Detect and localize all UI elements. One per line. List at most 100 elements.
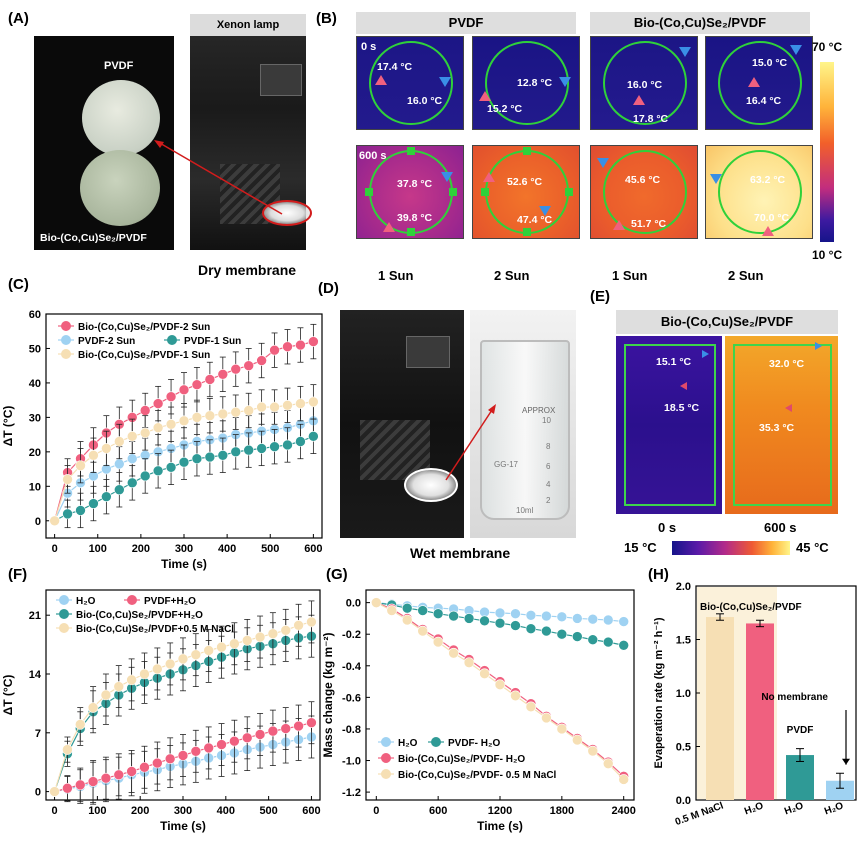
bar	[706, 617, 734, 800]
e-marker-0s-a	[702, 350, 709, 358]
data-point	[243, 405, 254, 416]
data-point	[203, 645, 214, 656]
chart-g: 0 600 1200 1800 2400 0.0 -0.2 -0.4 -0.6 -0.8 -1.0 -…	[321, 589, 636, 833]
data-point	[126, 674, 137, 686]
legend-label: Bio-(Co,Cu)Se₂/PVDF-1 Sun	[78, 350, 210, 361]
temp-reading: 45.6 °C	[625, 174, 661, 186]
data-point	[165, 391, 177, 403]
x-tick-label: 0	[373, 805, 379, 817]
data-point	[306, 616, 317, 628]
data-point	[556, 723, 568, 735]
membrane-photo: PVDF Bio-(Co,Cu)Se₂/PVDF	[34, 36, 174, 250]
data-point	[165, 418, 177, 430]
panel-label-a: (A)	[8, 10, 29, 27]
data-point	[572, 734, 583, 746]
chart-f: 0 100 200 300 400 500 600 0 7 14 21 Time (s) ΔT (°C)…	[1, 589, 321, 833]
data-point	[178, 384, 190, 396]
panel-label-b: (B)	[316, 10, 337, 27]
e-temp-0s-a: 15.1 °C	[656, 356, 692, 368]
data-point	[217, 449, 229, 461]
data-point	[204, 410, 216, 421]
data-point	[126, 453, 138, 465]
data-point	[165, 462, 177, 473]
data-point	[241, 732, 253, 744]
data-point	[88, 498, 99, 509]
e-box-0s	[624, 344, 716, 506]
temp-reading: 52.6 °C	[507, 176, 543, 188]
data-point	[243, 444, 254, 456]
legend-marker	[59, 595, 69, 605]
data-point	[282, 400, 293, 411]
panel-label-e: (E)	[590, 288, 610, 305]
beaker-mark-6: 6	[546, 462, 551, 471]
data-point	[494, 617, 506, 629]
max-temp-marker	[613, 220, 625, 230]
max-temp-marker	[483, 172, 495, 182]
data-point	[241, 635, 253, 646]
y-tick-label: 60	[29, 309, 41, 321]
temp-reading: 16.0 °C	[407, 95, 443, 107]
data-point	[139, 427, 151, 439]
data-point	[256, 443, 267, 454]
x-tick-label: 500	[261, 543, 279, 555]
data-point	[295, 339, 306, 351]
data-point	[152, 663, 163, 675]
data-point	[371, 597, 382, 608]
y-tick-label: 0	[35, 516, 41, 528]
data-point	[230, 446, 242, 458]
temp-reading: 16.0 °C	[627, 79, 663, 91]
min-temp-marker	[597, 158, 609, 168]
max-temp-marker	[383, 222, 395, 232]
data-point	[308, 396, 319, 408]
x-tick-label: 1800	[550, 805, 574, 817]
beaker-mark-10ml: 10ml	[516, 506, 534, 515]
legend-marker	[167, 335, 177, 345]
data-point	[177, 750, 189, 761]
data-point	[216, 739, 227, 750]
e-marker-600s-b	[785, 404, 792, 412]
col-label-2: 2 Sun	[494, 268, 530, 283]
thermal-tile-2: 12.8 °C 15.2 °C	[472, 36, 580, 130]
y-tick-label: -0.4	[342, 661, 362, 673]
ring-handle	[523, 228, 531, 236]
y-tick-label: 10	[29, 481, 41, 493]
x-tick-label: 600	[304, 543, 322, 555]
temp-reading: 70.0 °C	[754, 212, 790, 224]
data-point	[618, 639, 629, 651]
data-point	[479, 668, 490, 679]
no-membrane-annotation: No membrane	[761, 692, 828, 703]
ring-handle	[407, 147, 415, 155]
temp-reading: 17.4 °C	[377, 61, 413, 73]
data-point	[49, 515, 60, 527]
legend-label: Bio-(Co,Cu)Se₂/PVDF+0.5 M NaCl	[76, 624, 234, 635]
lamp-photo-wet	[340, 310, 464, 538]
bar	[746, 623, 774, 800]
max-temp-marker	[633, 95, 645, 105]
y-tick-label: -1.0	[342, 756, 361, 768]
y-tick-label: 21	[29, 610, 41, 622]
y-tick-label: 0	[35, 787, 41, 799]
data-point	[494, 607, 506, 619]
lamp-head-wet	[406, 336, 450, 368]
data-point	[556, 628, 568, 640]
data-point	[75, 505, 86, 516]
beaker	[480, 340, 570, 520]
legend-marker	[59, 623, 69, 633]
data-point	[217, 408, 229, 420]
panel-label-g: (G)	[326, 566, 348, 583]
data-point	[541, 625, 552, 637]
data-point	[463, 657, 475, 668]
x-axis-label: Time (s)	[160, 819, 206, 833]
temp-reading: 63.2 °C	[750, 174, 786, 186]
data-point	[587, 634, 599, 646]
data-point	[510, 608, 521, 619]
min-temp-marker	[441, 172, 453, 182]
temp-reading: 51.7 °C	[631, 218, 667, 230]
thermal-tile-8: 63.2 °C 70.0 °C	[705, 145, 813, 239]
data-point	[572, 613, 583, 624]
data-point	[178, 456, 190, 468]
data-point	[75, 460, 86, 471]
data-point	[152, 398, 164, 409]
data-point	[126, 431, 138, 442]
data-point	[74, 719, 86, 730]
